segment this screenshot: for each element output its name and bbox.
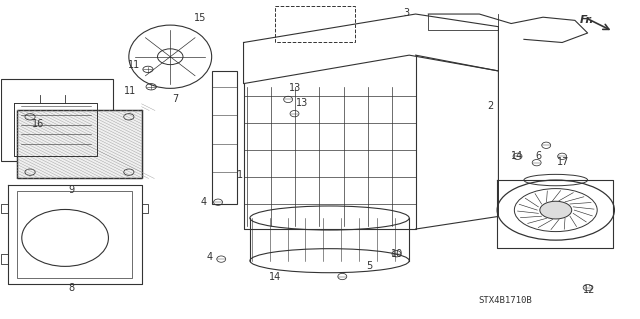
Bar xyxy=(212,71,237,204)
Bar xyxy=(17,191,132,278)
Bar xyxy=(275,6,355,42)
Text: STX4B1710B: STX4B1710B xyxy=(478,296,532,305)
Text: 13: 13 xyxy=(289,83,301,93)
Text: 13: 13 xyxy=(296,98,308,108)
Text: 11: 11 xyxy=(124,85,136,96)
Text: 4: 4 xyxy=(207,252,212,262)
Bar xyxy=(1,79,113,161)
Text: 17: 17 xyxy=(557,157,570,167)
Text: 1: 1 xyxy=(237,170,243,180)
Text: 5: 5 xyxy=(366,261,372,271)
Text: 15: 15 xyxy=(194,13,206,23)
Text: 7: 7 xyxy=(172,94,179,104)
Bar xyxy=(17,110,141,178)
Text: 10: 10 xyxy=(392,249,404,259)
Text: 14: 14 xyxy=(269,272,281,282)
Text: 2: 2 xyxy=(487,101,493,111)
Text: 11: 11 xyxy=(127,60,140,70)
Text: 14: 14 xyxy=(511,151,524,161)
Text: 12: 12 xyxy=(582,285,595,295)
Text: 3: 3 xyxy=(403,8,409,19)
Text: 9: 9 xyxy=(68,184,74,195)
Text: 6: 6 xyxy=(536,151,541,161)
Text: 4: 4 xyxy=(200,197,206,207)
Text: 16: 16 xyxy=(32,119,44,129)
Bar xyxy=(17,110,141,178)
Ellipse shape xyxy=(540,201,572,219)
Text: Fr.: Fr. xyxy=(580,15,595,26)
Text: 8: 8 xyxy=(68,283,74,293)
